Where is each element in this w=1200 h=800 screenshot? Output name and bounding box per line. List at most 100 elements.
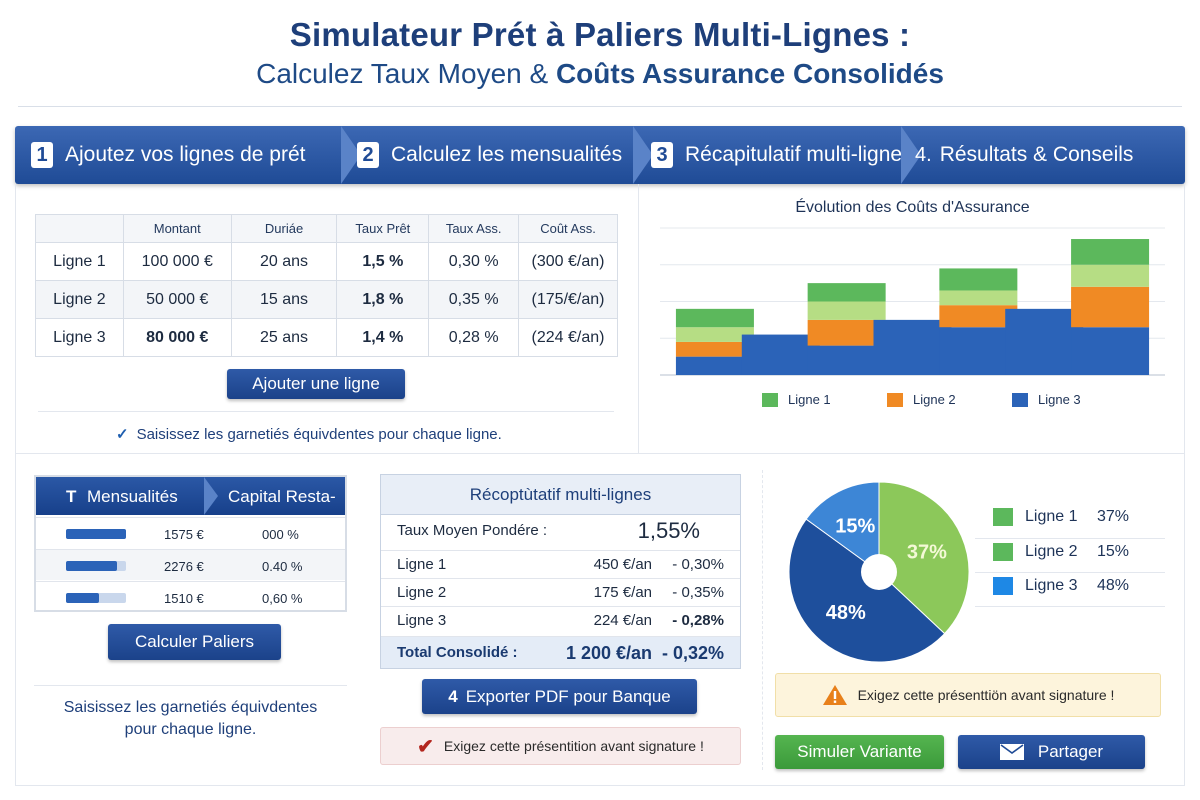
pie-slice bbox=[878, 481, 970, 635]
title-line-1: Simulateur Prét à Paliers Multi-Lignes : bbox=[289, 16, 911, 53]
table-row[interactable]: Ligne 1 100 000 € 20 ans 1,5 % 0,30 % (3… bbox=[35, 242, 618, 281]
insurance-cost-chart bbox=[660, 227, 1165, 376]
step-2-label: Calculez les mensualités bbox=[391, 143, 623, 166]
table-hint: ✓ Saisissez les garnetiés équivdentes pou… bbox=[116, 425, 502, 443]
legend-label: Ligne 3 bbox=[1038, 392, 1081, 407]
cell-ass[interactable]: 0,28 % bbox=[428, 318, 520, 357]
progress-bar-fill bbox=[66, 561, 117, 571]
cell-montant[interactable]: 80 000 € bbox=[122, 318, 232, 357]
mensualite-value: 1510 € bbox=[164, 591, 204, 606]
cell-taux[interactable]: 1,5 % bbox=[336, 242, 430, 281]
mensualite-row[interactable]: 1575 € 000 % bbox=[36, 517, 345, 548]
distribution-pie-chart: 37% 48% 15% bbox=[788, 481, 970, 663]
hint-line-2: pour chaque ligne. bbox=[124, 721, 257, 738]
capital-value: 0.40 % bbox=[262, 559, 303, 574]
cell-taux[interactable]: 1,8 % bbox=[336, 280, 430, 319]
legend-percent: 15% bbox=[1097, 543, 1130, 560]
progress-bar-fill bbox=[66, 593, 99, 603]
page-title: Simulateur Prét à Paliers Multi-Lignes :… bbox=[0, 16, 1200, 90]
pie-legend-item-2: Ligne 2 15% bbox=[993, 543, 1129, 561]
add-line-button[interactable]: Ajouter une ligne bbox=[227, 369, 405, 399]
bar-segment bbox=[1005, 308, 1084, 375]
cell-duree[interactable]: 20 ans bbox=[230, 242, 338, 281]
weighted-rate-row: Taux Moyen Pondére : 1,55% bbox=[381, 515, 740, 547]
title-line-2-a: Calculez Taux Moyen & bbox=[256, 58, 556, 89]
top-panel-frame bbox=[15, 184, 1185, 454]
bottom-panel-frame bbox=[15, 454, 1185, 786]
recap-row: Ligne 1 450 €/an - 0,30% bbox=[381, 550, 740, 578]
cell-ass[interactable]: 0,35 % bbox=[428, 280, 520, 319]
bar-segment bbox=[675, 341, 754, 357]
cell-montant[interactable]: 100 000 € bbox=[122, 242, 232, 281]
pie-signature-warning: Exigez cette présenttiön avant signature… bbox=[775, 673, 1161, 717]
legend-swatch bbox=[887, 392, 903, 407]
step-3[interactable]: 3 Récapitulatif multi-lignes bbox=[651, 126, 913, 184]
cell-taux[interactable]: 1,4 % bbox=[336, 318, 430, 357]
signature-warning: ✔ Exigez cette présentition avant signat… bbox=[380, 727, 741, 765]
checkmark-icon: ✔ bbox=[417, 735, 434, 758]
recap-row: Ligne 3 224 €/an - 0,28% bbox=[381, 606, 740, 634]
cell-ass[interactable]: 0,30 % bbox=[428, 242, 520, 281]
column-header-duree: Duriáe bbox=[230, 214, 338, 243]
table-row[interactable]: Ligne 3 80 000 € 25 ans 1,4 % 0,28 % (22… bbox=[35, 318, 618, 357]
chart-legend-item-1: Ligne 1 bbox=[762, 392, 831, 407]
chart-legend-item-3: Ligne 3 bbox=[1012, 392, 1081, 407]
envelope-icon bbox=[999, 744, 1024, 760]
recap-title: Récoptùtatif multi-lignes bbox=[381, 475, 740, 515]
step-3-label: Récapitulatif multi-lignes bbox=[685, 143, 913, 166]
table-row[interactable]: Ligne 2 50 000 € 15 ans 1,8 % 0,35 % (17… bbox=[35, 280, 618, 319]
legend-percent: 37% bbox=[1097, 508, 1130, 525]
cell-duree[interactable]: 15 ans bbox=[230, 280, 338, 319]
bar-segment bbox=[873, 319, 952, 375]
pie-legend-item-1: Ligne 1 37% bbox=[993, 508, 1129, 526]
bar-segment bbox=[1071, 327, 1150, 375]
pie-slice-label: 37% bbox=[907, 541, 947, 563]
bar-segment bbox=[675, 356, 754, 375]
step-4[interactable]: 4. Résultats & Conseils bbox=[915, 126, 1133, 184]
recap-row-amount: 224 €/an bbox=[593, 612, 652, 629]
bar-segment bbox=[807, 283, 886, 302]
legend-swatch bbox=[993, 508, 1013, 526]
capital-value: 000 % bbox=[262, 527, 299, 542]
cell-montant[interactable]: 50 000 € bbox=[122, 280, 232, 319]
legend-label: Ligne 2 bbox=[913, 392, 956, 407]
bar-segment bbox=[675, 308, 754, 328]
simulate-variant-button[interactable]: Simuler Variante bbox=[775, 735, 944, 769]
legend-label: Ligne 2 bbox=[1025, 543, 1078, 560]
share-button[interactable]: Partager bbox=[958, 735, 1145, 769]
steps-bar: 1 Ajoutez vos lignes de prét 2 Calculez le… bbox=[15, 126, 1185, 184]
column-header bbox=[35, 214, 124, 243]
step-1-label: Ajoutez vos lignes de prét bbox=[65, 143, 306, 166]
step-2[interactable]: 2 Calculez les mensualités bbox=[357, 126, 622, 184]
export-pdf-label: Exporter PDF pour Banque bbox=[465, 686, 671, 706]
recap-row-rate: - 0,28% bbox=[672, 612, 724, 629]
export-pdf-button[interactable]: 4 Exporter PDF pour Banque bbox=[422, 679, 697, 714]
cell-label: Ligne 3 bbox=[35, 318, 124, 357]
bar-segment bbox=[807, 319, 886, 346]
bar-segment bbox=[807, 301, 886, 320]
legend-swatch bbox=[993, 577, 1013, 595]
step-4-number: 4. bbox=[915, 143, 932, 166]
calculate-tiers-button[interactable]: Calculer Paliers bbox=[108, 624, 281, 660]
cell-duree[interactable]: 25 ans bbox=[230, 318, 338, 357]
share-label: Partager bbox=[1037, 742, 1104, 761]
pie-warning-text: Exigez cette présenttiön avant signature… bbox=[857, 687, 1115, 703]
mensualite-row[interactable]: 1510 € 0,60 % bbox=[36, 581, 345, 612]
pie-slice bbox=[805, 481, 880, 573]
divider bbox=[34, 685, 347, 686]
weighted-rate-label: Taux Moyen Pondére : bbox=[397, 522, 548, 539]
progress-bar bbox=[66, 593, 126, 603]
legend-swatch bbox=[762, 392, 778, 407]
mensualite-row[interactable]: 2276 € 0.40 % bbox=[36, 549, 345, 580]
panel-divider bbox=[762, 470, 763, 770]
recap-row: Ligne 2 175 €/an - 0,35% bbox=[381, 578, 740, 606]
chart-title: Évolution des Coûts d'Assurance bbox=[795, 199, 1030, 216]
step-separator bbox=[341, 126, 361, 184]
total-amount: 1 200 €/an bbox=[565, 643, 652, 663]
recap-row-amount: 450 €/an bbox=[593, 556, 652, 573]
hint-line-1: Saisissez les garnetiés équivdentes bbox=[63, 699, 318, 716]
step-1[interactable]: 1 Ajoutez vos lignes de prét bbox=[31, 126, 305, 184]
capital-value: 0,60 % bbox=[262, 591, 303, 606]
mensualite-value: 1575 € bbox=[164, 527, 204, 542]
step-2-number: 2 bbox=[357, 142, 379, 168]
